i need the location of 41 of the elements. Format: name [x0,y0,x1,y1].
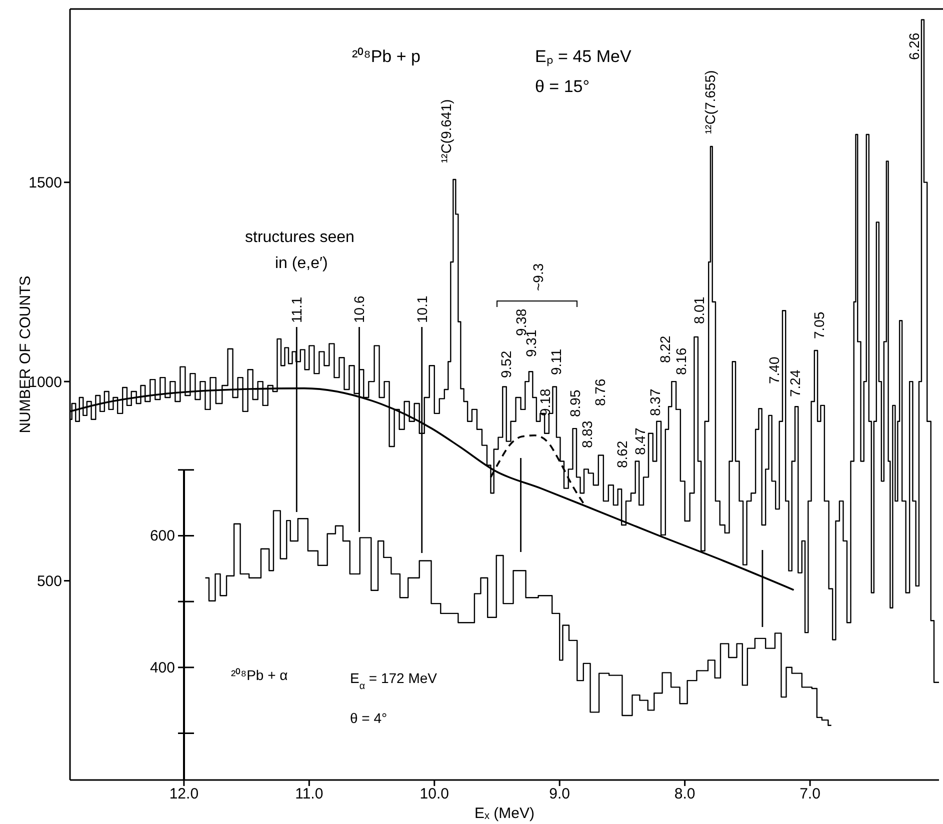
y-tick-label: 500 [36,573,62,590]
y-tick-label: 1000 [28,374,62,391]
x-tick-label: 7.0 [800,786,820,803]
annotation: structures seen [245,229,354,246]
y2-tick-label: 400 [150,659,175,676]
annotation: 8.47 [632,428,648,455]
x-tick-label: 10.0 [420,786,449,803]
x-axis-title: Eₓ (MeV) [474,805,534,822]
annotation: 9.52 [498,350,514,378]
annotation: 7.40 [766,356,782,384]
annotation: E$_{α}$ = 172 MeV [350,670,438,692]
annotation: ²⁰⁸Pb + p [352,47,420,66]
x-tick-label: 8.0 [674,786,696,803]
x-tick-label: 9.0 [549,786,570,803]
ref-line-label: 10.1 [414,296,430,323]
x-tick-label: 11.0 [295,786,324,803]
annotation: θ = 15° [535,77,590,96]
annotation: 8.95 [567,390,583,417]
annotation: 8.01 [691,296,707,324]
annotation: 8.76 [592,378,608,406]
x-tick-label: 12.0 [169,786,199,803]
y2-tick-label: 600 [150,528,175,545]
annotation: 7.24 [787,370,803,397]
y-tick-label: 1500 [28,174,62,192]
annotation: ~9.3 [530,263,546,291]
annotation: 8.16 [673,348,689,375]
annotation: ¹²C(7.655) [702,70,718,134]
annotation: 8.37 [647,388,663,416]
annotation: 8.83 [579,420,595,448]
annotation: 8.22 [657,336,673,363]
annotation: in (e,e′) [275,255,328,272]
annotation: Eₚ = 45 MeV [535,47,632,67]
ref-line-label: 11.1 [288,296,305,323]
annotation: ¹²C(9.641) [438,99,454,163]
ref-line-label: 10.6 [351,296,368,323]
annotation: 9.11 [548,348,564,375]
annotation: 8.62 [614,440,630,468]
annotation: θ = 4° [350,710,388,726]
annotation: 6.26 [906,32,922,60]
annotation: 7.05 [811,312,827,339]
annotation: ²⁰⁸Pb + α [231,667,288,683]
